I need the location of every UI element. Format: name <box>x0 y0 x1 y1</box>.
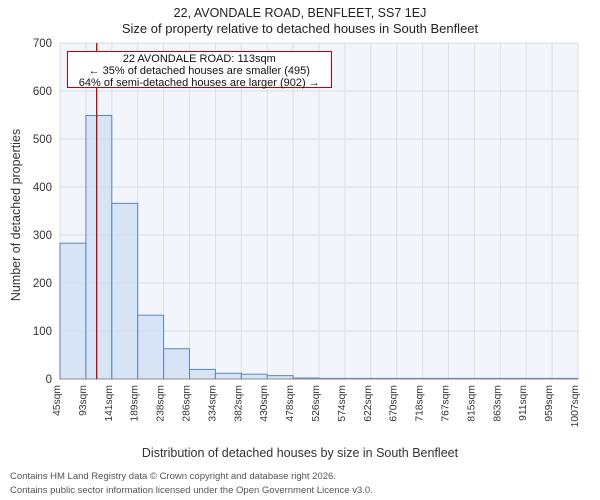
svg-text:286sqm: 286sqm <box>182 385 193 422</box>
svg-text:141sqm: 141sqm <box>104 385 115 422</box>
svg-text:700: 700 <box>33 38 52 50</box>
svg-text:300: 300 <box>33 230 52 242</box>
svg-text:430sqm: 430sqm <box>259 385 270 422</box>
svg-text:574sqm: 574sqm <box>337 385 348 422</box>
svg-text:189sqm: 189sqm <box>130 385 141 422</box>
svg-text:238sqm: 238sqm <box>156 385 167 422</box>
svg-text:718sqm: 718sqm <box>415 385 426 422</box>
svg-text:863sqm: 863sqm <box>492 385 503 422</box>
svg-text:478sqm: 478sqm <box>285 385 296 422</box>
svg-text:767sqm: 767sqm <box>441 385 452 422</box>
svg-text:382sqm: 382sqm <box>233 385 244 422</box>
svg-text:1007sqm: 1007sqm <box>570 385 581 427</box>
svg-text:0: 0 <box>46 374 52 386</box>
svg-text:93sqm: 93sqm <box>78 385 89 416</box>
svg-text:670sqm: 670sqm <box>389 385 400 422</box>
svg-text:500: 500 <box>33 134 52 146</box>
svg-text:600: 600 <box>33 86 52 98</box>
svg-text:45sqm: 45sqm <box>52 385 63 416</box>
svg-text:200: 200 <box>33 278 52 290</box>
svg-text:334sqm: 334sqm <box>207 385 218 422</box>
svg-text:959sqm: 959sqm <box>544 385 555 422</box>
svg-text:526sqm: 526sqm <box>311 385 322 422</box>
svg-text:911sqm: 911sqm <box>518 385 529 421</box>
svg-text:400: 400 <box>33 182 52 194</box>
svg-text:622sqm: 622sqm <box>363 385 374 422</box>
svg-text:815sqm: 815sqm <box>466 385 477 422</box>
svg-text:100: 100 <box>33 326 52 338</box>
